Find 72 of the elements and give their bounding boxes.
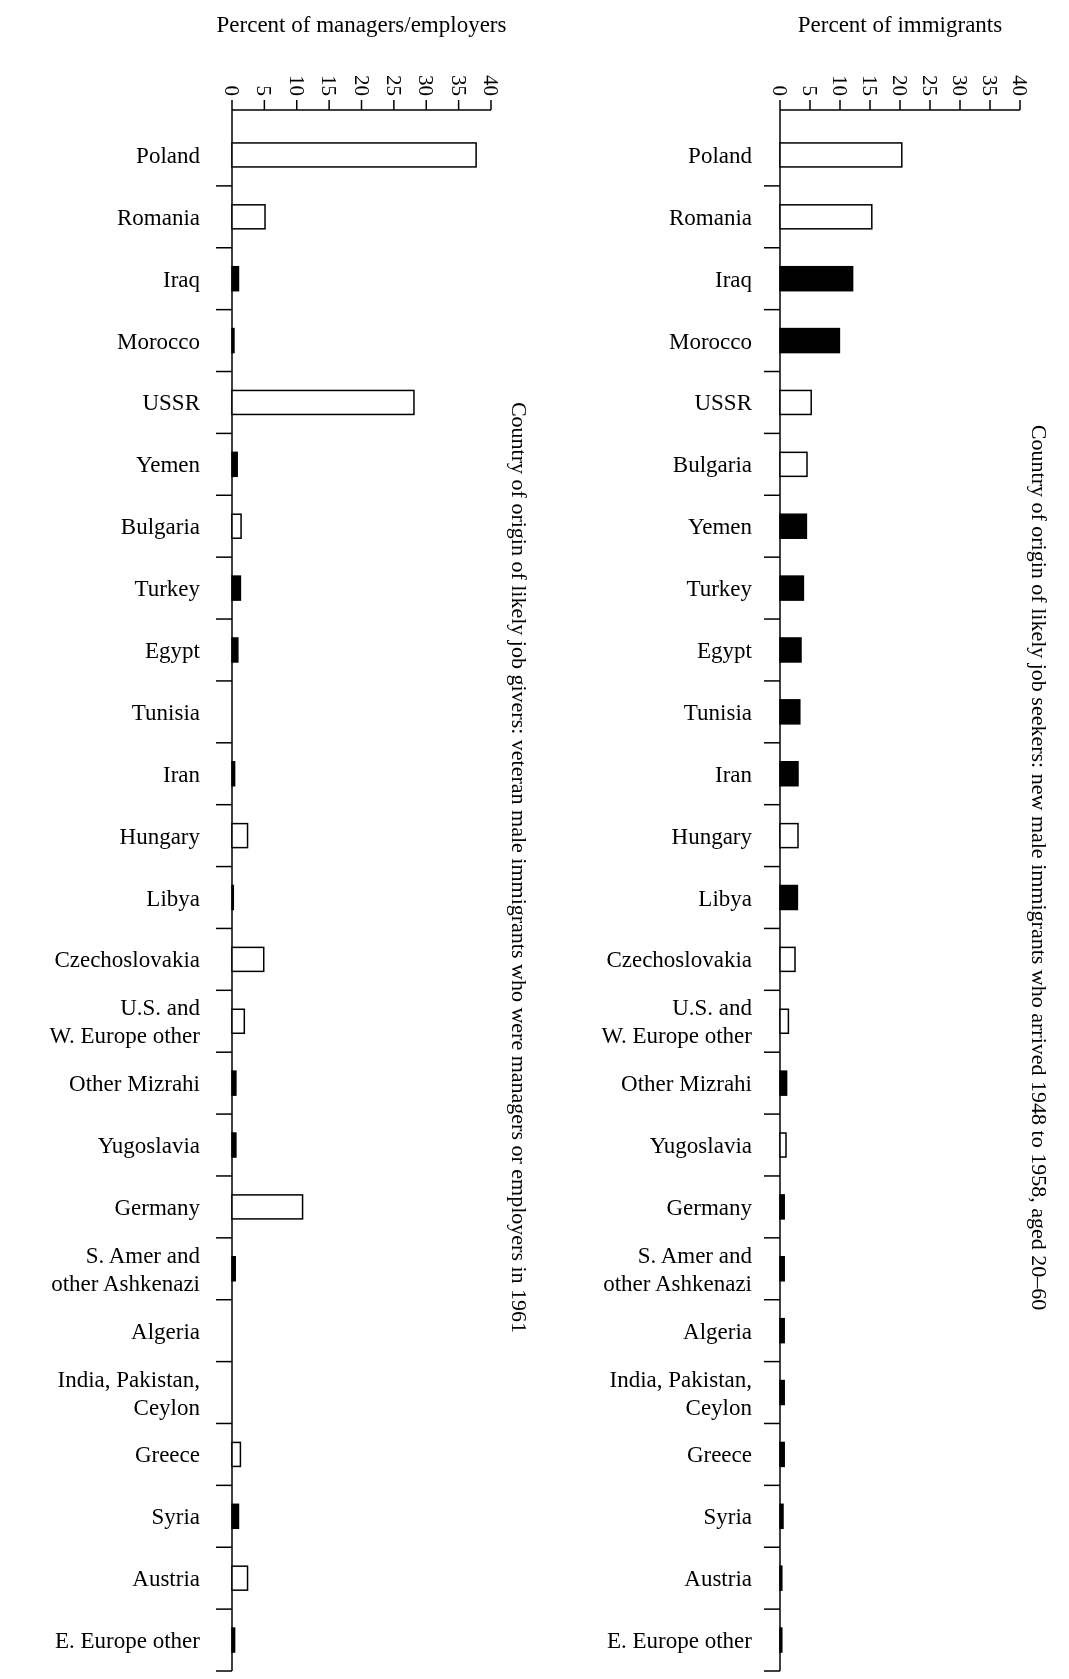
x-tick-label: 30 bbox=[948, 75, 972, 96]
y-tick-label: Egypt bbox=[145, 637, 201, 663]
y-tick-label: Iraq bbox=[162, 266, 201, 292]
x-tick-label: 25 bbox=[918, 75, 942, 96]
x-tick-label: 40 bbox=[479, 75, 503, 96]
y-tick-label: Hungary bbox=[119, 823, 201, 849]
y-tick-label: Yemen bbox=[687, 513, 753, 539]
y-axis-title: Country of origin of likely job seekers: new male immigrants who arrived 1948 to 1958, aged 20–60 bbox=[1026, 424, 1052, 1311]
y-tick-label: Libya bbox=[146, 885, 200, 910]
y-tick-label: Bulgaria bbox=[672, 451, 752, 477]
y-tick-label: Iraq bbox=[714, 266, 753, 292]
y-tick-label: India, Pakistan, Ceylon bbox=[57, 1366, 201, 1420]
y-tick-label: Egypt bbox=[697, 637, 753, 663]
y-tick-label: Algeria bbox=[131, 1318, 200, 1344]
x-tick-label: 0 bbox=[220, 85, 244, 96]
y-tick-label: Bulgaria bbox=[120, 513, 200, 539]
x-tick-label: 20 bbox=[349, 75, 374, 96]
y-tick-label: Tunisia bbox=[131, 699, 200, 725]
x-tick-label: 30 bbox=[414, 75, 439, 96]
y-tick-label: Yugoslavia bbox=[649, 1132, 752, 1158]
x-tick-label: 25 bbox=[381, 75, 406, 96]
y-tick-label: Iran bbox=[162, 761, 201, 787]
y-tick-label: USSR bbox=[694, 389, 753, 415]
x-tick-label: 20 bbox=[888, 75, 912, 96]
y-tick-label: Morocco bbox=[668, 328, 752, 354]
x-tick-label: 0 bbox=[768, 85, 792, 96]
x-tick-label: 5 bbox=[798, 85, 822, 96]
x-tick-label: 10 bbox=[828, 75, 852, 96]
y-tick-label: Poland bbox=[688, 142, 753, 168]
y-tick-label: Yemen bbox=[135, 451, 201, 477]
y-tick-label: India, Pakistan, Ceylon bbox=[609, 1366, 753, 1420]
y-tick-label: S. Amer and other Ashkenazi bbox=[603, 1242, 753, 1296]
y-tick-label: Germany bbox=[114, 1194, 201, 1220]
y-tick-label: Czechoslovakia bbox=[606, 946, 752, 972]
x-tick-label: 15 bbox=[858, 75, 882, 96]
y-tick-label: E. Europe other bbox=[55, 1627, 201, 1653]
x-axis-title: Percent of immigrants bbox=[797, 12, 1003, 37]
y-tick-label: Austria bbox=[684, 1565, 752, 1591]
y-tick-label: Iran bbox=[714, 761, 753, 787]
y-tick-label: Syria bbox=[151, 1503, 200, 1529]
y-tick-label: USSR bbox=[142, 389, 201, 415]
y-tick-label: Poland bbox=[136, 142, 201, 168]
y-tick-label: Austria bbox=[132, 1565, 200, 1591]
y-tick-label: Turkey bbox=[134, 575, 201, 601]
y-tick-label: Turkey bbox=[686, 575, 753, 601]
y-tick-label: Hungary bbox=[671, 823, 753, 849]
y-tick-label: Syria bbox=[703, 1503, 752, 1529]
y-tick-label: S. Amer and other Ashkenazi bbox=[51, 1242, 201, 1296]
x-tick-label: 35 bbox=[446, 75, 471, 96]
y-tick-label: Romania bbox=[116, 204, 200, 230]
y-tick-label: Germany bbox=[666, 1194, 753, 1220]
x-tick-label: 15 bbox=[317, 75, 342, 96]
x-tick-label: 10 bbox=[284, 75, 309, 96]
y-tick-label: Algeria bbox=[683, 1318, 752, 1344]
y-tick-label: Tunisia bbox=[683, 699, 752, 725]
x-tick-label: 40 bbox=[1008, 75, 1032, 96]
y-axis-title: Country of origin of likely job givers: veteran male immigrants who were managers or employers in 1961 bbox=[506, 401, 532, 1334]
y-tick-label: U.S. and W. Europe other bbox=[601, 994, 753, 1048]
x-axis-title: Percent of managers/employers bbox=[216, 12, 507, 37]
y-tick-label: Romania bbox=[668, 204, 752, 230]
y-tick-label: Morocco bbox=[116, 328, 200, 354]
y-tick-label: Greece bbox=[134, 1441, 200, 1467]
y-tick-label: Greece bbox=[686, 1441, 752, 1467]
y-tick-label: Libya bbox=[698, 885, 752, 910]
y-tick-label: Yugoslavia bbox=[97, 1132, 200, 1158]
y-tick-label: Czechoslovakia bbox=[54, 946, 200, 972]
y-tick-label: Other Mizrahi bbox=[621, 1070, 752, 1096]
y-tick-label: Other Mizrahi bbox=[69, 1070, 200, 1096]
x-tick-label: 5 bbox=[252, 85, 277, 96]
x-tick-label: 35 bbox=[978, 75, 1002, 96]
y-tick-label: E. Europe other bbox=[607, 1627, 753, 1653]
y-tick-label: U.S. and W. Europe other bbox=[49, 994, 201, 1048]
